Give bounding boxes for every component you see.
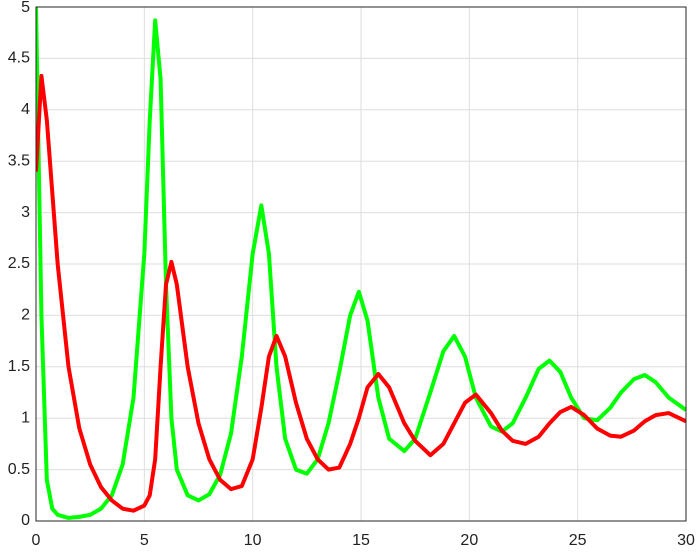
y-tick-label: 1.5 bbox=[8, 358, 30, 375]
data-line bbox=[36, 7, 686, 520]
x-tick-label: 20 bbox=[460, 532, 478, 549]
x-tick-label: 25 bbox=[569, 532, 587, 549]
x-tick-label: 10 bbox=[244, 532, 262, 549]
y-tick-label: 4 bbox=[21, 101, 30, 118]
x-tick-label: 5 bbox=[140, 532, 149, 549]
x-tick-label: 15 bbox=[352, 532, 370, 549]
y-tick-label: 1 bbox=[21, 409, 30, 426]
y-tick-label: 0.5 bbox=[8, 461, 30, 478]
x-tick-label: 0 bbox=[32, 532, 41, 549]
y-tick-label: 2 bbox=[21, 307, 30, 324]
axes-box bbox=[35, 6, 687, 522]
y-tick-label: 0 bbox=[21, 512, 30, 529]
y-tick-label: 3 bbox=[21, 204, 30, 221]
plot bbox=[36, 7, 686, 520]
y-tick-label: 3.5 bbox=[8, 152, 30, 169]
y-tick-label: 2.5 bbox=[8, 255, 30, 272]
x-tick-label: 30 bbox=[677, 532, 695, 549]
y-tick-label: 4.5 bbox=[8, 50, 30, 67]
y-tick-label: 5 bbox=[21, 0, 30, 16]
data-line bbox=[36, 73, 686, 513]
grid bbox=[35, 6, 687, 522]
